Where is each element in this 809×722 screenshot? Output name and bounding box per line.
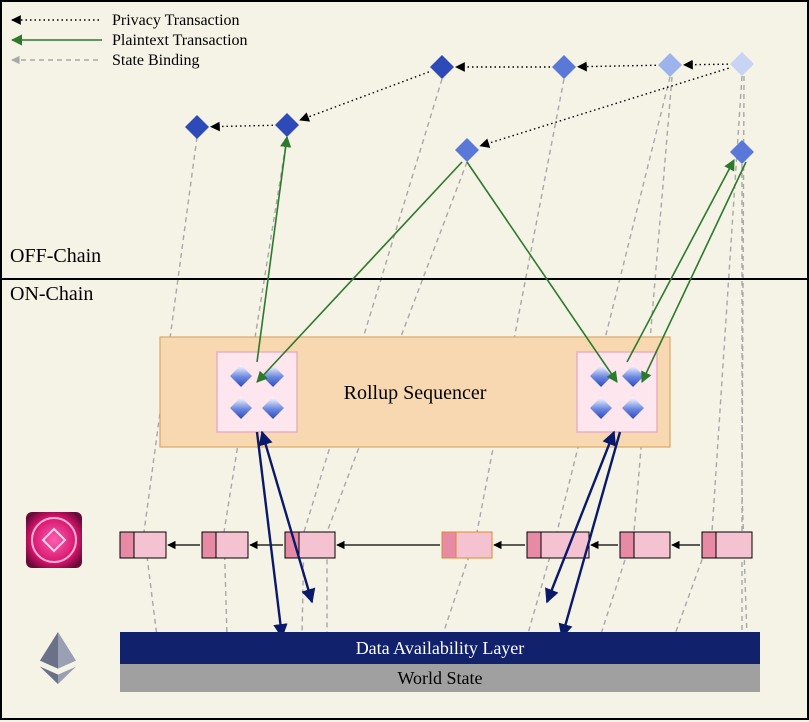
sequencer-dal-arrow	[262, 432, 312, 602]
diagram-canvas: OFF-Chain ON-Chain Privacy Transaction Plai…	[2, 2, 809, 722]
tx-diamond	[185, 115, 209, 139]
chain-block-tab	[527, 532, 541, 558]
chain-block-tab	[620, 532, 634, 558]
chain-block	[716, 532, 752, 558]
pink-token-icon	[26, 512, 82, 568]
chain-block	[634, 532, 670, 558]
privacy-link	[211, 125, 273, 126]
chain-block-tab	[120, 532, 134, 558]
off-chain-label: OFF-Chain	[10, 245, 101, 267]
legend-privacy-label: Privacy Transaction	[112, 12, 240, 29]
privacy-link	[578, 65, 656, 66]
chain-block	[299, 532, 335, 558]
legend-binding-label: State Binding	[112, 52, 200, 69]
tx-diamond	[658, 53, 682, 77]
plaintext-link	[627, 160, 734, 362]
plaintext-link	[642, 162, 746, 382]
plaintext-link	[257, 137, 287, 362]
tx-diamond	[455, 138, 479, 162]
legend-plaintext-label: Plaintext Transaction	[112, 32, 248, 49]
sequencer-icon-frame	[217, 352, 297, 432]
chain-block-tab	[202, 532, 216, 558]
world-state-label: World State	[397, 668, 482, 688]
tx-diamond	[730, 52, 754, 76]
sequencer-dal-arrow	[547, 432, 614, 602]
ethereum-icon	[40, 632, 58, 669]
tx-diamond	[275, 113, 299, 137]
privacy-link	[480, 68, 728, 146]
rollup-sequencer-label: Rollup Sequencer	[344, 382, 487, 404]
on-chain-label: ON-Chain	[10, 283, 93, 305]
privacy-link	[300, 72, 429, 120]
sequencer-dal-arrow	[257, 432, 282, 637]
sequencer-icon-frame	[577, 352, 657, 432]
tx-diamond	[430, 55, 454, 79]
chain-block-tab	[442, 532, 456, 558]
chain-block-tab	[702, 532, 716, 558]
tx-diamond	[552, 55, 576, 79]
dal-label: Data Availability Layer	[356, 638, 525, 658]
ethereum-icon	[40, 667, 58, 684]
chain-block	[134, 532, 166, 558]
chain-block	[456, 532, 492, 558]
privacy-link	[684, 64, 728, 65]
chain-block	[216, 532, 248, 558]
